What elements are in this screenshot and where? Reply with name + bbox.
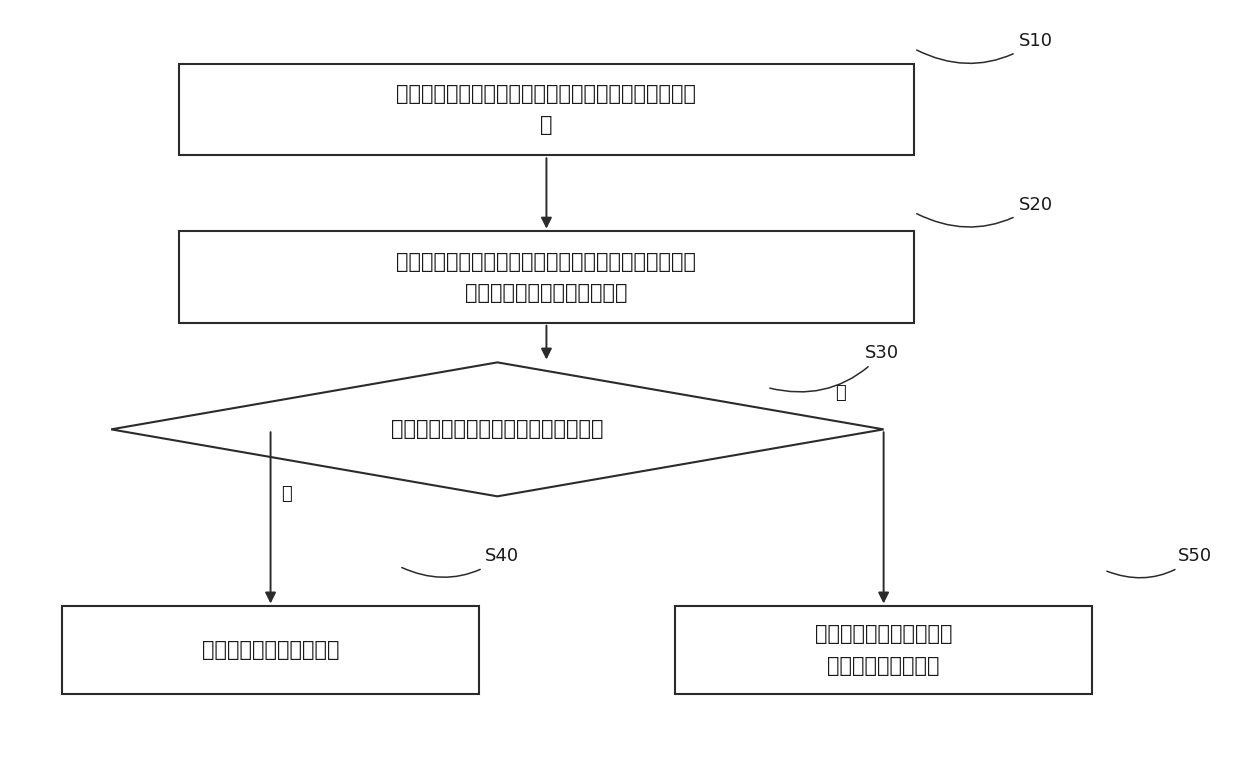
Text: 保持当前送风静压设定值: 保持当前送风静压设定值 bbox=[202, 640, 340, 660]
Text: S50: S50 bbox=[1107, 547, 1211, 578]
Text: S10: S10 bbox=[916, 33, 1053, 64]
Text: 判断所述比值是否在预设的阈值范围内: 判断所述比值是否在预设的阈值范围内 bbox=[391, 419, 604, 439]
Bar bbox=[179, 64, 914, 155]
Polygon shape bbox=[112, 363, 884, 496]
Text: S30: S30 bbox=[770, 344, 899, 392]
Text: S20: S20 bbox=[916, 196, 1053, 227]
Text: 是: 是 bbox=[281, 485, 291, 503]
Bar bbox=[179, 232, 914, 323]
Text: 根据所述各末端的风量设定值和风量实测值计算总风量
实测值和总风量设定值的比值: 根据所述各末端的风量设定值和风量实测值计算总风量 实测值和总风量设定值的比值 bbox=[397, 252, 697, 303]
Bar bbox=[62, 606, 479, 694]
Text: S40: S40 bbox=[402, 547, 520, 577]
Bar bbox=[675, 606, 1092, 694]
Text: 否: 否 bbox=[836, 384, 846, 401]
Text: 获取变风量空调系统中各末端的风量设定值和风量实测
值: 获取变风量空调系统中各末端的风量设定值和风量实测 值 bbox=[397, 84, 697, 136]
Text: 根据所述比值的大小逐步
调整送风静压设定值: 根据所述比值的大小逐步 调整送风静压设定值 bbox=[815, 625, 952, 676]
